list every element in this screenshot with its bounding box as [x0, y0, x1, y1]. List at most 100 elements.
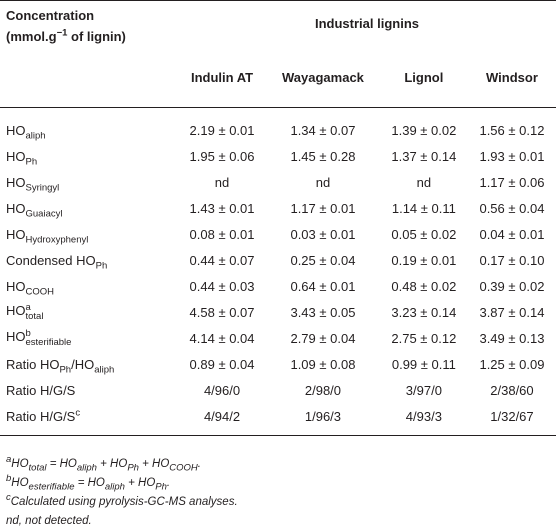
cell-value: 1.17 ± 0.06	[479, 174, 545, 190]
subscript: Hydroxyphenyl	[25, 234, 89, 246]
subscript: Ph	[25, 156, 38, 168]
row-label: Ratio HOPh/HOaliph	[0, 351, 178, 377]
column-header: Windsor	[468, 42, 556, 108]
cell-value: 1.45 ± 0.28	[290, 148, 356, 164]
table-row: Ratio H/G/Sc 4/94/2 1/96/3 4/93/3 1/32/67	[0, 403, 556, 436]
row-label: HOaliph	[0, 108, 178, 144]
cell: 3.23 ± 0.14	[380, 299, 468, 325]
cell-value: 4.14 ± 0.04	[189, 330, 255, 346]
cell-value: 0.44 ± 0.07	[189, 252, 255, 268]
text: = HO	[46, 458, 77, 470]
footnote: bHOesterifiable = HOaliph + HOPh.	[6, 474, 238, 493]
cell-value: 1.39 ± 0.02	[391, 122, 457, 138]
text: HO	[6, 122, 26, 138]
cell: 4/93/3	[380, 403, 468, 436]
cell: nd	[178, 169, 266, 195]
cell: 0.03 ± 0.01	[266, 221, 380, 247]
cell-value: 0.03 ± 0.01	[290, 226, 356, 242]
row-label: HOCOOH	[0, 273, 178, 299]
cell: 2.75 ± 0.12	[380, 325, 468, 351]
row-label: HOHydroxyphenyl	[0, 221, 178, 247]
cell: 4.58 ± 0.07	[178, 299, 266, 325]
table-row: HOGuaiacyl 1.43 ± 0.01 1.17 ± 0.01 1.14 ± 0…	[0, 195, 556, 221]
text: Condensed HO	[6, 252, 96, 268]
column-title: Windsor	[486, 69, 538, 85]
table-row: HO a total 4.58 ± 0.07 3.43 ± 0.05 3.23 ± 0.1…	[0, 299, 556, 325]
cell-value: 0.05 ± 0.02	[391, 226, 457, 242]
footnote: cCalculated using pyrolysis-GC-MS analys…	[6, 493, 238, 512]
text: HO	[6, 174, 26, 190]
subscript: Ph	[95, 260, 108, 272]
cell: 1.17 ± 0.01	[266, 195, 380, 221]
superscript: b	[25, 328, 31, 339]
cell-value: 1.34 ± 0.07	[290, 122, 356, 138]
table-row: HOCOOH 0.44 ± 0.03 0.64 ± 0.01 0.48 ± 0.02 0…	[0, 273, 556, 299]
text: (mmol.g	[6, 29, 57, 44]
cell-value: 0.25 ± 0.04	[290, 252, 356, 268]
cell-value: 3/97/0	[405, 382, 442, 398]
cell: 0.48 ± 0.02	[380, 273, 468, 299]
superscript: a	[6, 454, 12, 466]
subscript: aliph	[25, 130, 46, 142]
cell-value: 2/98/0	[304, 382, 342, 398]
data-table: Concentration (mmol.g−1 of lignin) Indust…	[0, 0, 556, 436]
cell-value: 0.08 ± 0.01	[189, 226, 255, 242]
cell: 0.56 ± 0.04	[468, 195, 556, 221]
column-header: Indulin AT	[178, 42, 266, 108]
subscript: total	[28, 462, 47, 474]
text: /HO	[71, 356, 95, 372]
group-header: Industrial lignins	[178, 1, 556, 43]
cell: nd	[380, 169, 468, 195]
cell: 1.93 ± 0.01	[468, 143, 556, 169]
cell-value: nd	[315, 174, 331, 190]
cell: 0.39 ± 0.02	[468, 273, 556, 299]
cell-value: 1.93 ± 0.01	[479, 148, 545, 164]
table-row: HOSyringyl nd nd nd 1.17 ± 0.06	[0, 169, 556, 195]
subscript: esterifiable	[28, 481, 75, 493]
cell: 2.19 ± 0.01	[178, 108, 266, 144]
cell-value: 3.43 ± 0.05	[290, 304, 356, 320]
footnotes: aHOtotal = HOaliph + HOPh + HOCOOH. bHOes…	[6, 455, 238, 531]
cell: 0.44 ± 0.03	[178, 273, 266, 299]
subscript: total	[25, 311, 44, 322]
cell-value: 4/96/0	[203, 382, 241, 398]
text: + HO	[124, 477, 156, 489]
cell-value: 0.04 ± 0.01	[479, 226, 545, 242]
cell: 1/96/3	[266, 403, 380, 436]
cell-value: 2.75 ± 0.12	[391, 330, 457, 346]
cell: 2/98/0	[266, 377, 380, 403]
subscript: Ph	[155, 481, 167, 493]
text: HO	[6, 200, 26, 216]
text: Ratio H/G/S	[6, 382, 76, 398]
text: of lignin)	[67, 29, 126, 44]
cell: 0.44 ± 0.07	[178, 247, 266, 273]
subscript: Guaiacyl	[25, 208, 63, 220]
row-label: HOPh	[0, 143, 178, 169]
subscript: COOH	[25, 286, 55, 298]
cell-value: 4.58 ± 0.07	[189, 304, 255, 320]
cell: 1/32/67	[468, 403, 556, 436]
cell: 4/94/2	[178, 403, 266, 436]
cell-value: 4/93/3	[405, 408, 442, 424]
cell-value: 0.99 ± 0.11	[391, 356, 456, 372]
text: Ratio H/G/S	[6, 408, 76, 424]
cell-value: 2.79 ± 0.04	[290, 330, 356, 346]
cell-value: 0.56 ± 0.04	[479, 200, 545, 216]
cell: 1.39 ± 0.02	[380, 108, 468, 144]
row-label: HO a total	[0, 299, 178, 325]
cell: 1.09 ± 0.08	[266, 351, 380, 377]
cell-value: 1.37 ± 0.14	[391, 148, 457, 164]
text: + HO	[96, 458, 128, 470]
subscript: COOH	[169, 462, 198, 474]
cell-value: nd	[214, 174, 230, 190]
text: .	[166, 477, 171, 489]
cell: 1.56 ± 0.12	[468, 108, 556, 144]
cell: 4.14 ± 0.04	[178, 325, 266, 351]
cell-value: 0.19 ± 0.01	[391, 252, 457, 268]
table-row: Ratio HOPh/HOaliph 0.89 ± 0.04 1.09 ± 0.08…	[0, 351, 556, 377]
text: HO	[6, 329, 26, 344]
footnote: nd, not detected.	[6, 512, 238, 531]
subscript: aliph	[94, 364, 115, 376]
cell: 1.95 ± 0.06	[178, 143, 266, 169]
text: nd, not detected.	[6, 515, 92, 527]
